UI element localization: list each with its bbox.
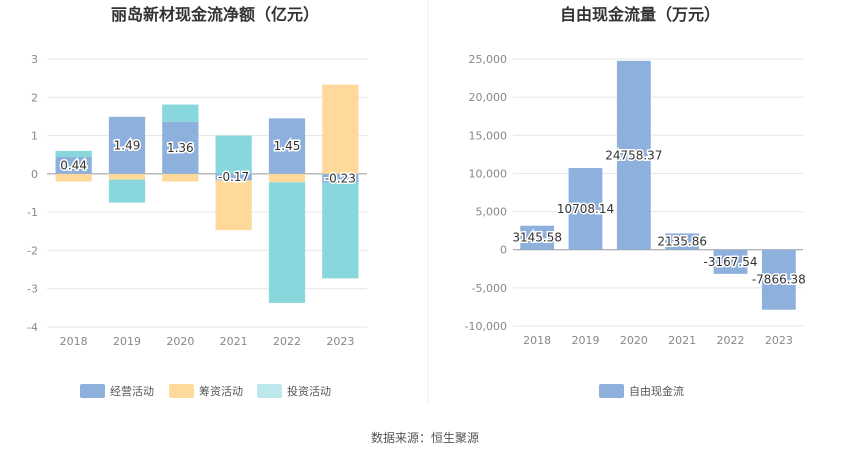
right-data-labels: 3145.58 10708.14 24758.37 2135.86 -3167.54 -7…	[511, 147, 807, 288]
bar-operating-2023[interactable]	[322, 173, 359, 183]
left-x-tick-label: 2018	[60, 335, 88, 348]
data-label-fcf-2020: 24758.37	[605, 148, 662, 162]
data-label-fcf-2022: -3167.54	[704, 255, 758, 269]
bar-financing-2023[interactable]	[322, 84, 359, 174]
left-chart: 丽岛新材现金流净额（亿元） 3 2 1 0 -1 -2 -3 -4 0.44 1.49 1.36 -…	[27, 5, 367, 398]
bar-financing-2019[interactable]	[108, 173, 146, 180]
data-label-operating-2022: 1.45	[274, 139, 301, 153]
bar-fcf-2021[interactable]	[665, 233, 700, 250]
bar-fcf-2022[interactable]	[713, 249, 748, 274]
right-y-tick-label: 5,000	[476, 206, 508, 219]
data-label-fcf-2018: 3145.58	[512, 231, 562, 245]
left-legend: 经营活动 筹资活动 投资活动	[80, 384, 331, 398]
right-x-tick-label: 2022	[717, 334, 745, 347]
bar-operating-2021[interactable]	[215, 173, 252, 181]
right-y-tick-label: 25,000	[469, 53, 508, 66]
left-y-axis: 3 2 1 0 -1 -2 -3 -4	[27, 53, 38, 334]
legend-swatch-operating[interactable]	[80, 384, 105, 398]
right-y-tick-label: -5,000	[472, 282, 507, 295]
left-bars	[55, 84, 359, 303]
legend-swatch-investing[interactable]	[257, 384, 282, 398]
right-legend: 自由现金流	[599, 384, 684, 398]
right-gridlines	[513, 58, 803, 327]
legend-swatch-fcf[interactable]	[599, 384, 624, 398]
bar-financing-2021[interactable]	[215, 180, 252, 231]
source-note: 数据来源：恒生聚源	[371, 430, 479, 445]
left-y-tick-label: -3	[27, 283, 38, 296]
bar-fcf-2019[interactable]	[568, 168, 603, 250]
bar-operating-2018[interactable]	[55, 157, 92, 174]
data-label-operating-2021: -0.17	[218, 170, 249, 184]
left-x-tick-label: 2023	[326, 335, 354, 348]
right-x-tick-label: 2023	[765, 334, 793, 347]
data-label-fcf-2023: -7866.38	[752, 273, 806, 287]
right-y-tick-label: 20,000	[469, 91, 508, 104]
bar-financing-2020[interactable]	[162, 173, 199, 182]
left-y-tick-label: -1	[27, 206, 38, 219]
data-label-operating-2019: 1.49	[114, 138, 141, 152]
data-label-fcf-2021: 2135.86	[657, 235, 707, 249]
left-chart-title: 丽岛新材现金流净额（亿元）	[111, 5, 319, 24]
right-y-tick-label: 0	[500, 244, 507, 257]
left-gridlines	[47, 58, 367, 328]
bar-operating-2022[interactable]	[268, 118, 306, 174]
bar-operating-2020[interactable]	[162, 121, 199, 174]
left-x-tick-label: 2020	[166, 335, 194, 348]
left-y-tick-label: -4	[27, 321, 38, 334]
left-data-labels: 0.44 1.49 1.36 -0.17 1.45 -0.23	[59, 137, 358, 187]
data-label-operating-2018: 0.44	[60, 158, 87, 172]
right-y-tick-label: 10,000	[469, 167, 508, 180]
left-y-tick-label: -2	[27, 244, 38, 257]
data-label-operating-2023: -0.23	[325, 171, 356, 185]
left-x-tick-label: 2019	[113, 335, 141, 348]
right-x-tick-label: 2021	[668, 334, 696, 347]
bar-investing-2018[interactable]	[55, 150, 92, 158]
bar-fcf-2020[interactable]	[616, 60, 651, 250]
bar-financing-2018[interactable]	[55, 173, 92, 182]
bar-operating-2019[interactable]	[108, 116, 146, 174]
left-x-tick-label: 2022	[273, 335, 301, 348]
right-x-axis: 2018 2019 2020 2021 2022 2023	[523, 334, 793, 347]
data-label-operating-2020: 1.36	[167, 141, 194, 155]
bar-investing-2020[interactable]	[162, 104, 199, 122]
data-label-fcf-2019: 10708.14	[557, 202, 614, 216]
left-x-tick-label: 2021	[220, 335, 248, 348]
right-x-tick-label: 2018	[523, 334, 551, 347]
bar-investing-2023[interactable]	[322, 182, 359, 279]
legend-label-fcf[interactable]: 自由现金流	[629, 384, 684, 398]
right-y-tick-label: 15,000	[469, 129, 508, 142]
right-bars	[520, 60, 796, 310]
left-y-tick-label: 3	[31, 53, 38, 66]
right-x-tick-label: 2020	[620, 334, 648, 347]
right-chart: 自由现金流量（万元） 25,000 20,000 15,000 10,000 5,000…	[465, 5, 807, 398]
bar-fcf-2018[interactable]	[520, 225, 555, 250]
legend-label-investing[interactable]: 投资活动	[287, 384, 331, 398]
left-x-axis: 2018 2019 2020 2021 2022 2023	[60, 335, 355, 348]
legend-label-financing[interactable]: 筹资活动	[199, 384, 243, 398]
left-y-tick-label: 1	[31, 130, 38, 143]
right-x-tick-label: 2019	[572, 334, 600, 347]
right-chart-title: 自由现金流量（万元）	[560, 5, 720, 24]
bar-fcf-2023[interactable]	[761, 249, 796, 310]
bar-financing-2022[interactable]	[268, 173, 306, 183]
left-y-tick-label: 0	[31, 168, 38, 181]
right-y-axis: 25,000 20,000 15,000 10,000 5,000 0 -5,000 -10,…	[465, 53, 507, 333]
bar-investing-2019[interactable]	[108, 179, 146, 203]
right-y-tick-label: -10,000	[465, 320, 507, 333]
left-y-tick-label: 2	[31, 91, 38, 104]
legend-label-operating[interactable]: 经营活动	[110, 384, 154, 398]
legend-swatch-financing[interactable]	[169, 384, 194, 398]
bar-investing-2022[interactable]	[268, 182, 306, 303]
bar-investing-2021[interactable]	[215, 135, 252, 174]
